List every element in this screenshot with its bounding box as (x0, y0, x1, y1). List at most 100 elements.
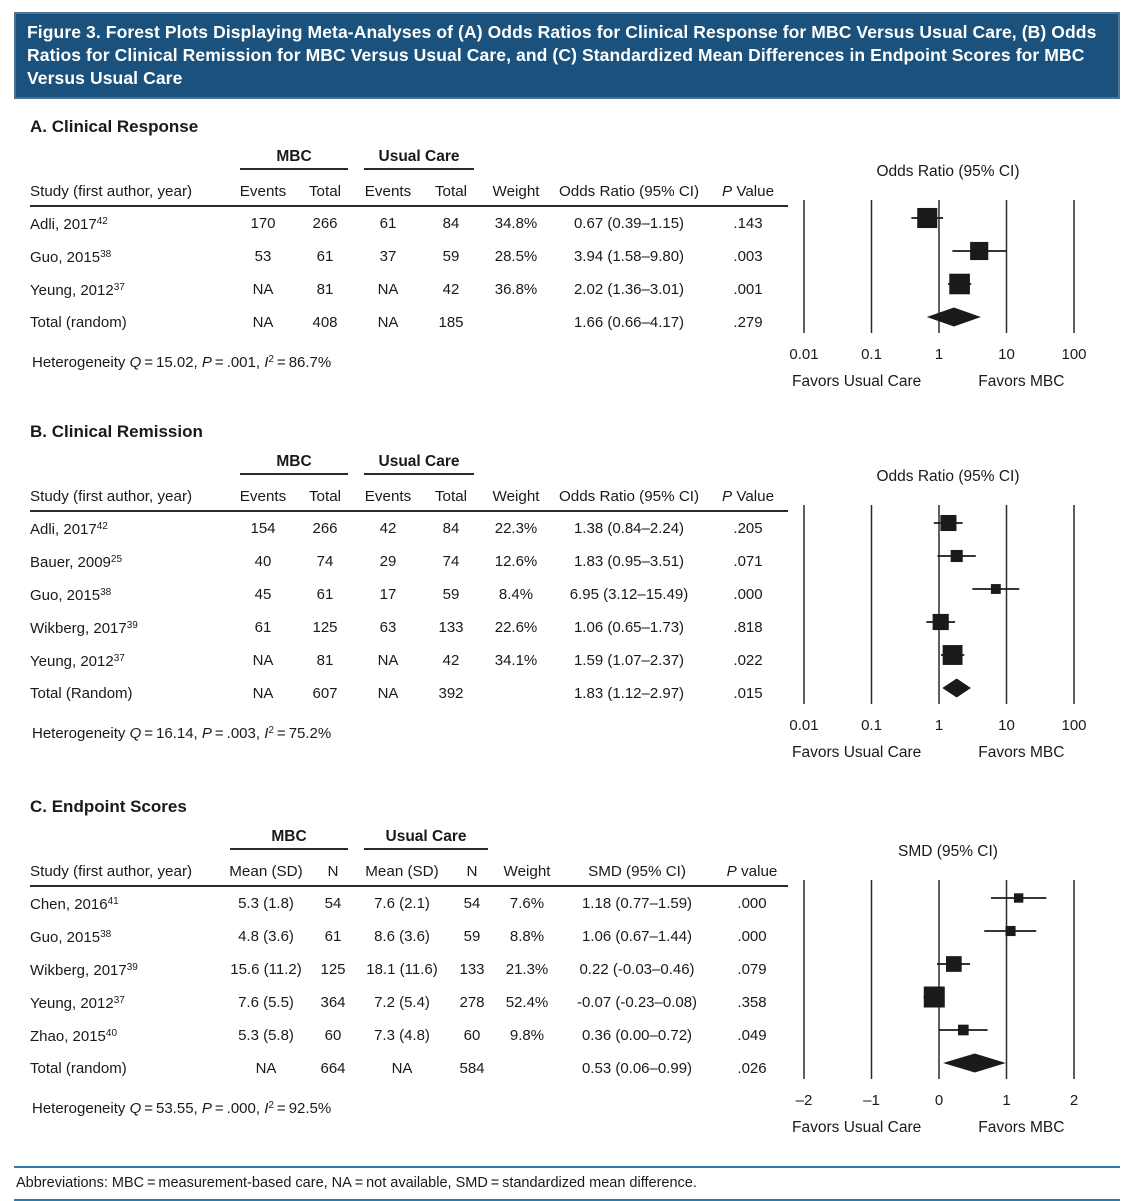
table-cell: 63 (379, 619, 397, 637)
summary-diamond (942, 678, 971, 698)
table-cell: 29 (379, 553, 397, 571)
table-cell: 125 (320, 961, 346, 979)
svg-text:10: 10 (998, 717, 1015, 734)
plot-column: Odds Ratio (95% CI) 0.01 0.1 1 10 100 Favors U… (788, 447, 1134, 767)
plot-axis: –2 –1 0 1 2 (796, 880, 1078, 1109)
favors-left-label: Favors Usual Care (792, 744, 921, 761)
table-column: MBC Usual Care Study (first author, year) M… (30, 822, 789, 1117)
column-header: P value (716, 850, 789, 888)
table-cell: NA (252, 685, 274, 703)
table-cell: 61 (254, 619, 272, 637)
table-cell: 34.8% (494, 215, 538, 233)
table-cell: 81 (316, 652, 334, 670)
table-column: MBC Usual Care Study (first author, year) E… (30, 447, 789, 742)
study-label: Wikberg, 201739 (30, 619, 138, 637)
study-label: Bauer, 200925 (30, 553, 123, 571)
table-row: Adli, 201742 154 266 42 84 22.3% 1.38 (0.84–2.… (30, 511, 788, 545)
table-cell: 15.6 (11.2) (230, 961, 302, 979)
table-cell: 74 (316, 553, 334, 571)
table-cell: NA (391, 1060, 413, 1078)
table-cell: 6.95 (3.12–15.49) (569, 586, 689, 604)
data-table-A: MBC Usual Care Study (first author, year) E… (30, 142, 789, 339)
study-label: Yeung, 201237 (30, 281, 125, 299)
table-row: Wikberg, 201739 61 125 63 133 22.6% 1.06 (0.65… (30, 611, 788, 644)
column-header: P Value (708, 475, 789, 513)
table-cell: 664 (320, 1060, 346, 1078)
table-row: Guo, 201538 45 61 17 59 8.4% 6.95 (3.12–15.49)… (30, 578, 788, 611)
table-cell: 154 (250, 520, 276, 538)
table-row: Adli, 201742 170 266 61 84 34.8% 0.67 (0.39–1.… (30, 206, 788, 240)
table-cell: 7.6 (2.1) (374, 895, 430, 913)
table-cell: 584 (459, 1060, 485, 1078)
plot-axis: 0.01 0.1 1 10 100 (789, 505, 1087, 734)
study-label: Guo, 201538 (30, 928, 112, 946)
table-cell: .818 (733, 619, 763, 637)
column-header: Mean (SD) (222, 850, 310, 888)
table-cell (482, 677, 550, 710)
study-label: Zhao, 201540 (30, 1027, 118, 1045)
table-cell: 34.1% (494, 652, 538, 670)
table-cell: 22.3% (494, 520, 538, 538)
table-row: Guo, 201538 53 61 37 59 28.5% 3.94 (1.58–9.80)… (30, 240, 788, 273)
table-cell: 3.94 (1.58–9.80) (573, 248, 685, 266)
table-cell: 28.5% (494, 248, 538, 266)
study-label: Yeung, 201237 (30, 994, 125, 1012)
table-row: Yeung, 201237 NA 81 NA 42 36.8% 2.02 (1.36–3.0… (30, 273, 788, 306)
table-cell: 8.4% (498, 586, 534, 604)
table-cell: 9.8% (509, 1027, 545, 1045)
plot-axis: 0.01 0.1 1 10 100 (789, 200, 1087, 363)
column-header: N (310, 850, 356, 888)
svg-text:2: 2 (1070, 1092, 1078, 1109)
table-cell: 40 (254, 553, 272, 571)
section-body: MBC Usual Care Study (first author, year) E… (30, 447, 1120, 767)
table-row: Guo, 201538 4.8 (3.6) 61 8.6 (3.6) 59 8.8% 1.0… (30, 920, 788, 953)
table-cell: NA (252, 314, 274, 332)
column-header: Study (first author, year) (30, 170, 232, 208)
column-header: SMD (95% CI) (558, 850, 717, 888)
table-cell: .279 (733, 314, 763, 332)
column-header: Total (420, 475, 483, 513)
table-cell: 125 (312, 619, 338, 637)
table-cell: 5.3 (1.8) (238, 895, 294, 913)
table-cell: 21.3% (505, 961, 549, 979)
table-cell: -0.07 (-0.23–0.08) (576, 994, 698, 1012)
section-body: MBC Usual Care Study (first author, year) E… (30, 142, 1120, 396)
table-cell: .022 (733, 652, 763, 670)
svg-text:0.01: 0.01 (789, 717, 818, 734)
column-header: Events (356, 170, 420, 208)
table-cell: 8.6 (3.6) (374, 928, 430, 946)
svg-text:0.1: 0.1 (861, 717, 882, 734)
section-title: C. Endpoint Scores (30, 797, 187, 817)
column-header-row: Study (first author, year) Events Total Eve… (30, 475, 789, 513)
table-cell: 18.1 (11.6) (366, 961, 438, 979)
plot-points (923, 893, 1047, 1073)
column-header: Odds Ratio (95% CI) (550, 170, 709, 208)
column-header: Weight (482, 475, 551, 513)
table-cell: .071 (733, 553, 763, 571)
table-cell: 0.22 (-0.03–0.46) (579, 961, 695, 979)
table-cell: 74 (442, 553, 460, 571)
column-header: Mean (SD) (356, 850, 448, 888)
plot-points (926, 515, 1020, 698)
column-header: Weight (482, 170, 551, 208)
column-header: Events (356, 475, 420, 513)
study-label: Chen, 201641 (30, 895, 119, 913)
table-cell: .003 (733, 248, 763, 266)
table-cell: 52.4% (505, 994, 549, 1012)
table-cell: .143 (733, 215, 763, 233)
column-header: Odds Ratio (95% CI) (550, 475, 709, 513)
column-header: Total (294, 475, 356, 513)
column-header: Total (294, 170, 356, 208)
column-header: Events (232, 170, 294, 208)
table-cell: 133 (459, 961, 485, 979)
plot-axis-title: Odds Ratio (95% CI) (877, 163, 1020, 180)
table-cell: 1.66 (0.66–4.17) (573, 314, 685, 332)
table-cell: .205 (733, 520, 763, 538)
table-cell: 61 (316, 248, 334, 266)
svg-text:1: 1 (1002, 1092, 1010, 1109)
table-cell: 1.38 (0.84–2.24) (573, 520, 685, 538)
svg-text:–2: –2 (796, 1092, 813, 1109)
table-cell: .079 (737, 961, 767, 979)
table-column: MBC Usual Care Study (first author, year) E… (30, 142, 789, 371)
table-cell: 84 (442, 520, 460, 538)
